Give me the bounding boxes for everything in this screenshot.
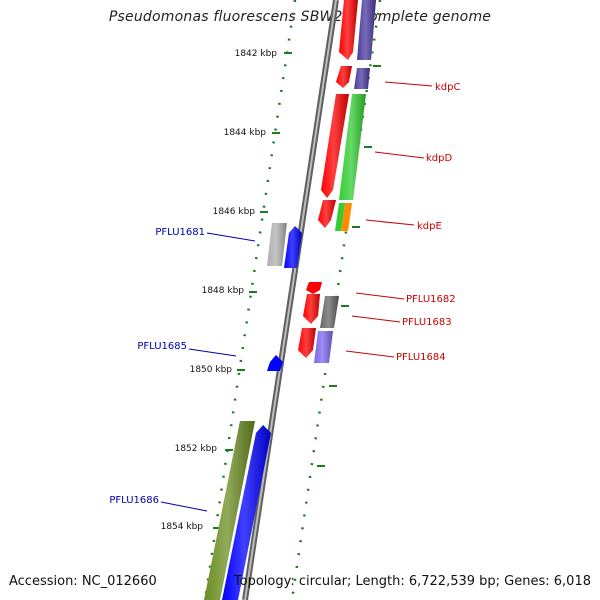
gene-red-kdpe[interactable] [318,200,336,228]
gene-navy-top[interactable] [357,0,376,60]
genome-summary: Topology: circular; Length: 6,722,539 bp… [233,574,591,589]
gene-blue-pflu1685[interactable] [267,355,283,371]
gene-green-kdpe[interactable] [335,203,345,231]
gene-label-pflu1685[interactable]: PFLU1685 [137,341,187,352]
scale-label: 1848 kbp [202,286,245,296]
gene-red-kdpc[interactable] [336,66,352,88]
gene-red-kdpd[interactable] [321,94,349,198]
gene-red-pflu1682-small[interactable] [306,282,322,294]
gene-labels: kdpC kdpD kdpE PFLU1682 PFLU1683 PFLU168… [109,82,460,506]
backbone [242,0,339,600]
gene-purple-pflu1684[interactable] [314,331,333,363]
scale-ticks [213,52,381,529]
scale-label: 1854 kbp [161,522,204,532]
gene-label-pflu1683[interactable]: PFLU1683 [402,317,452,328]
scale-label: 1844 kbp [224,128,267,138]
gene-label-pflu1686[interactable]: PFLU1686 [109,495,159,506]
gene-blue-pflu1686[interactable] [222,425,271,600]
gene-label-pflu1681[interactable]: PFLU1681 [155,227,205,238]
gene-label-kdpc[interactable]: kdpC [435,82,460,93]
gene-label-kdpe[interactable]: kdpE [417,221,442,232]
gene-green-kdpd[interactable] [339,94,366,200]
scale-label: 1850 kbp [190,365,233,375]
forward-strand-features [204,223,302,600]
outer-features [314,0,376,363]
gene-orange-kdpe[interactable] [341,203,352,231]
gene-darkgray-pflu1683[interactable] [320,296,339,328]
gene-blue-pflu1681[interactable] [284,226,302,268]
gene-red-pflu1682[interactable] [303,294,320,324]
gene-label-pflu1684[interactable]: PFLU1684 [396,352,446,363]
gene-navy-kdpc[interactable] [354,68,370,89]
label-leaders [160,81,433,512]
scale-labels: 1842 kbp 1844 kbp 1846 kbp 1848 kbp 1850… [161,49,278,532]
reverse-strand-features [298,0,358,358]
scale-label: 1846 kbp [213,207,256,217]
scale-label: 1852 kbp [175,444,218,454]
gene-label-kdpd[interactable]: kdpD [426,153,452,164]
gene-red-top[interactable] [339,0,358,60]
gene-olive-pflu1686[interactable] [204,421,255,600]
accession-label: Accession: NC_012660 [9,574,157,589]
gene-red-pflu1684[interactable] [298,328,316,358]
map-title: Pseudomonas fluorescens SBW25, complete … [108,9,492,25]
scale-label: 1842 kbp [235,49,278,59]
gene-gray-pflu1681[interactable] [267,223,287,266]
gene-label-pflu1682[interactable]: PFLU1682 [406,294,456,305]
